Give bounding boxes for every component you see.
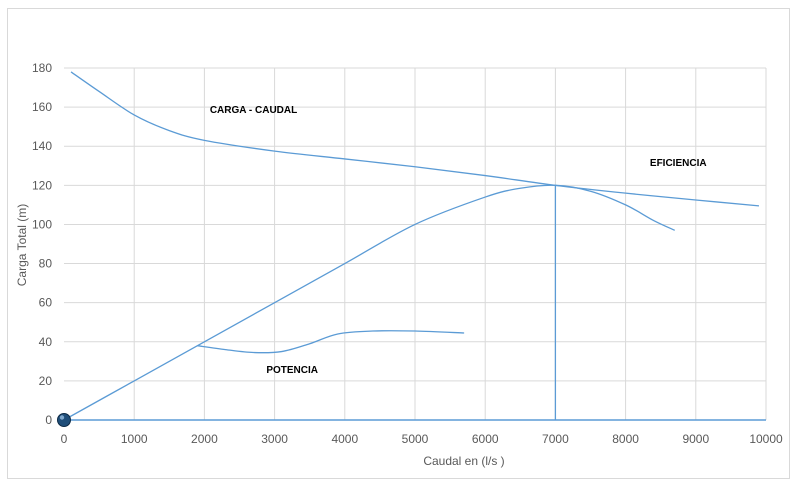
series-line-potencia [197, 330, 465, 354]
x-tick-label: 8000 [612, 432, 639, 446]
y-tick-label: 140 [32, 139, 52, 153]
y-tick-label: 180 [32, 61, 52, 75]
annotation-eficiencia: EFICIENCIA [650, 158, 707, 169]
origin-marker-highlight [59, 415, 65, 420]
y-tick-label: 120 [32, 178, 52, 192]
y-tick-label: 100 [32, 217, 52, 231]
origin-marker [57, 413, 71, 427]
x-axis-tick-labels: 0 1000 2000 3000 4000 5000 6000 7000 8000 9000 100… [61, 432, 783, 446]
y-tick-label: 0 [45, 413, 52, 427]
y-tick-label: 160 [32, 100, 52, 114]
y-tick-label: 40 [39, 335, 53, 349]
y-tick-label: 60 [39, 296, 53, 310]
x-axis-title: Caudal en (l/s ) [423, 454, 504, 468]
x-tick-label: 6000 [472, 432, 499, 446]
x-tick-label: 7000 [542, 432, 569, 446]
series-line-eficiencia [63, 184, 676, 421]
y-tick-label: 20 [39, 374, 53, 388]
series-lines [57, 71, 766, 427]
chart-border [7, 8, 790, 479]
x-tick-label: 2000 [191, 432, 218, 446]
x-tick-label: 5000 [402, 432, 429, 446]
y-tick-label: 80 [39, 257, 53, 271]
x-tick-label: 0 [61, 432, 68, 446]
y-axis-title: Carga Total (m) [15, 204, 29, 286]
annotations: CARGA - CAUDAL EFICIENCIA POTENCIA [210, 105, 707, 376]
x-tick-label: 10000 [749, 432, 783, 446]
x-tick-label: 4000 [331, 432, 358, 446]
x-tick-label: 3000 [261, 432, 288, 446]
series-line-carga [70, 71, 760, 207]
x-tick-label: 1000 [121, 432, 148, 446]
annotation-carga: CARGA - CAUDAL [210, 105, 297, 116]
y-axis-tick-labels: 0 20 40 60 80 100 120 140 160 180 [32, 61, 52, 427]
annotation-potencia: POTENCIA [266, 365, 318, 376]
x-tick-label: 9000 [682, 432, 709, 446]
